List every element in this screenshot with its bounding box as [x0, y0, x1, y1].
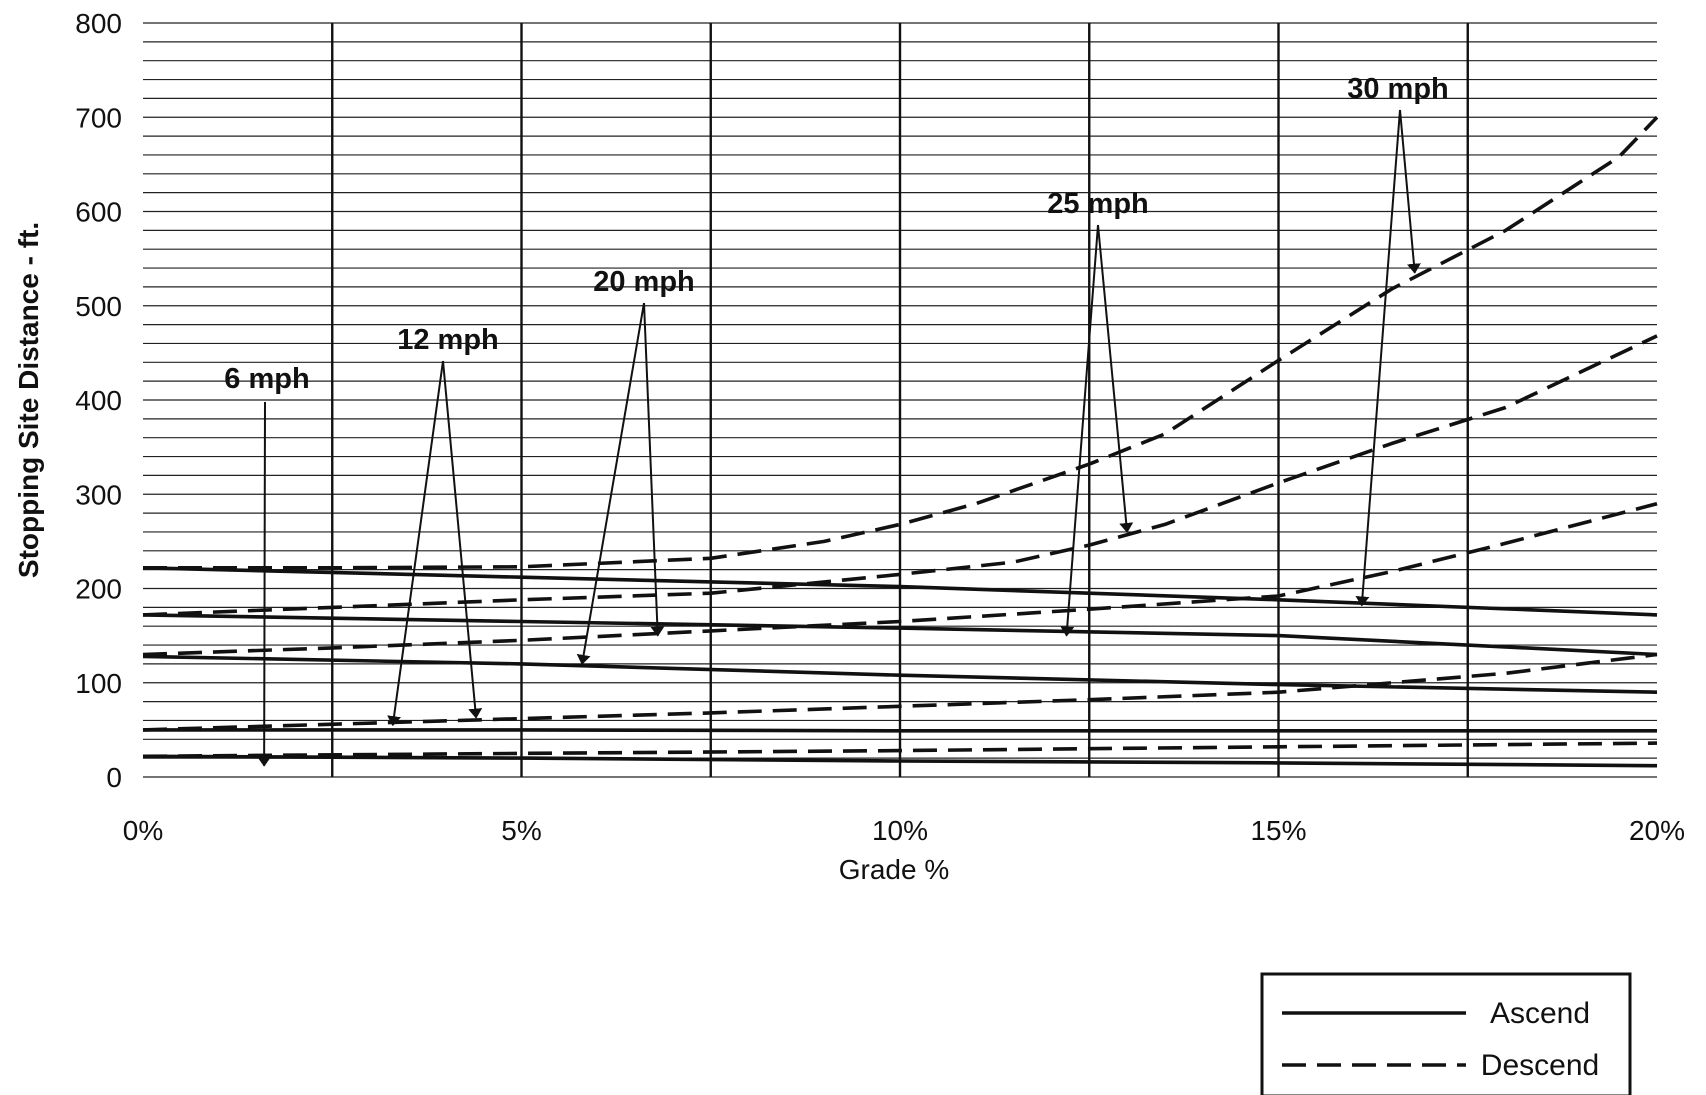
annotation-label: 20 mph: [593, 266, 695, 298]
annotation-label: 30 mph: [1347, 73, 1449, 105]
series-line: [143, 116, 1659, 570]
series-line: [142, 754, 1658, 768]
y-tick-label: 800: [75, 8, 122, 39]
annotations: 6 mph 12 mph 20 mph 25 mph 30 mph: [224, 73, 1449, 767]
series-line: [142, 654, 1658, 694]
x-tick-label: 15%: [1250, 815, 1306, 846]
x-tick-label: 0%: [123, 815, 163, 846]
legend-box: [1260, 972, 1632, 1095]
annotation-arrow: [576, 302, 645, 665]
annotation-arrow: [643, 302, 665, 637]
x-tick-label: 5%: [501, 815, 541, 846]
legend: Ascend Descend: [1260, 972, 1632, 1095]
y-tick-label: 0: [106, 762, 122, 793]
annotation-arrow: [1060, 224, 1099, 637]
annotation-arrow: [257, 401, 272, 767]
series-line: [142, 613, 1658, 657]
annotation-arrow: [442, 360, 483, 719]
annotation-label: 12 mph: [397, 324, 499, 356]
series-line: [142, 652, 1658, 732]
grid: [143, 22, 1657, 778]
x-tick-label: 10%: [872, 815, 928, 846]
legend-label: Descend: [1481, 1049, 1599, 1082]
y-tick-label: 300: [75, 479, 122, 510]
series-line: [142, 501, 1658, 657]
annotation-label: 6 mph: [224, 363, 309, 395]
series-line: [142, 566, 1658, 617]
annotation-arrow: [387, 360, 444, 727]
series-line: [142, 741, 1658, 759]
legend-label: Ascend: [1490, 997, 1590, 1030]
annotation-arrow: [1097, 224, 1134, 533]
y-tick-label: 400: [75, 385, 122, 416]
x-tick-label: 20%: [1629, 815, 1685, 846]
y-tick-label: 100: [75, 668, 122, 699]
annotation-arrow: [1399, 109, 1421, 274]
y-tick-label: 600: [75, 197, 122, 228]
series-lines: [142, 116, 1659, 768]
series-line: [143, 728, 1657, 733]
y-tick-label: 500: [75, 291, 122, 322]
annotation-label: 25 mph: [1047, 188, 1149, 220]
annotation-arrow: [1355, 109, 1401, 607]
axes: 0% 5% 10% 15% 20% 0 100 200 300 400 500 600 700 800 Gr…: [13, 8, 1685, 885]
y-axis-label: Stopping Site Distance - ft.: [13, 222, 44, 578]
series-line: [142, 334, 1658, 617]
y-tick-label: 700: [75, 102, 122, 133]
y-tick-label: 200: [75, 574, 122, 605]
x-axis-label: Grade %: [839, 854, 950, 885]
